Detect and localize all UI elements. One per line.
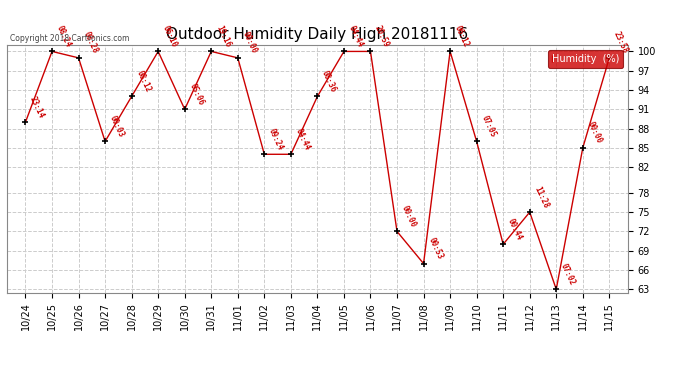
Text: 08:36: 08:36 (320, 69, 338, 94)
Text: 07:05: 07:05 (480, 114, 497, 139)
Text: 08:28: 08:28 (81, 30, 99, 55)
Text: 19:16: 19:16 (214, 24, 232, 49)
Text: 00:03: 00:03 (108, 114, 126, 139)
Text: 00:44: 00:44 (506, 217, 524, 242)
Text: 20:59: 20:59 (373, 24, 391, 49)
Text: 05:06: 05:06 (188, 82, 206, 106)
Text: Copyright 2018 Cartronics.com: Copyright 2018 Cartronics.com (10, 33, 130, 42)
Text: 08:24: 08:24 (55, 24, 72, 49)
Text: 06:10: 06:10 (161, 24, 179, 49)
Text: 09:24: 09:24 (267, 127, 285, 152)
Text: 08:12: 08:12 (135, 69, 152, 94)
Text: 04:44: 04:44 (294, 127, 312, 152)
Text: 11:28: 11:28 (533, 184, 551, 209)
Text: 06:12: 06:12 (453, 24, 471, 49)
Text: 23:58: 23:58 (612, 30, 630, 55)
Text: 00:53: 00:53 (426, 236, 444, 261)
Title: Outdoor Humidity Daily High 20181116: Outdoor Humidity Daily High 20181116 (166, 27, 469, 42)
Text: 00:00: 00:00 (400, 204, 417, 229)
Legend: Humidity  (%): Humidity (%) (548, 50, 623, 68)
Text: 07:02: 07:02 (559, 262, 577, 286)
Text: 00:00: 00:00 (241, 30, 259, 55)
Text: 00:00: 00:00 (586, 120, 604, 145)
Text: 23:14: 23:14 (28, 94, 46, 119)
Text: 04:44: 04:44 (346, 24, 364, 49)
